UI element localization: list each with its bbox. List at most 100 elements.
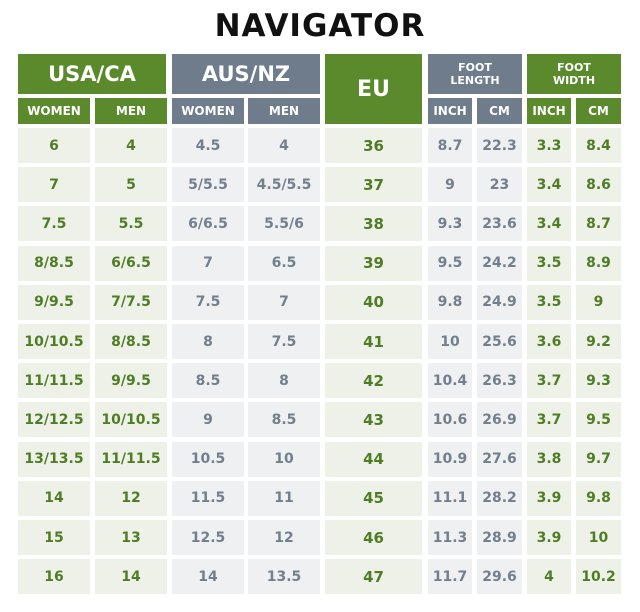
eu-cell: 38 — [325, 206, 422, 242]
aus-men-cell: 5.5/6 — [248, 206, 320, 242]
foot-width-cm-cell: 9.7 — [576, 441, 621, 477]
eu-cell: 47 — [325, 559, 422, 595]
foot-width-inch-cell: 3.3 — [527, 128, 571, 163]
foot-width-inch-cell: 3.9 — [527, 480, 571, 516]
foot-length-cm-cell: 28.2 — [477, 480, 522, 516]
eu-cell: 46 — [325, 520, 422, 555]
foot-width-inch-cell: 3.5 — [527, 284, 571, 320]
aus-men-cell: 6.5 — [248, 245, 320, 281]
foot-width-inch-cell: 3.7 — [527, 402, 571, 438]
usa-women-cell: 9/9.5 — [18, 284, 90, 320]
usa-women-cell: 7.5 — [18, 206, 90, 242]
foot-width-inch-cell: 3.5 — [527, 245, 571, 281]
foot-length-header: FOOT LENGTH — [428, 54, 522, 94]
foot-width-inch-cell: 3.6 — [527, 324, 571, 359]
aus-men-cell: 10 — [248, 441, 320, 477]
eu-cell: 44 — [325, 441, 422, 477]
foot-length-inch-cell: 11.7 — [428, 559, 472, 595]
eu-cell: 37 — [325, 167, 422, 203]
foot-length-cm-cell: 25.6 — [477, 324, 522, 359]
eu-cell: 40 — [325, 284, 422, 320]
foot-length-cm-cell: 26.9 — [477, 402, 522, 438]
foot-width-cm-cell: 9.2 — [576, 324, 621, 359]
aus-women-cell: 14 — [172, 559, 244, 595]
aus-men-cell: 11 — [248, 480, 320, 516]
foot-length-inch-cell: 9.8 — [428, 284, 472, 320]
usa-women-cell: 11/11.5 — [18, 363, 90, 399]
foot-length-inch-cell: 9.3 — [428, 206, 472, 242]
aus-women-cell: 9 — [172, 402, 244, 438]
eu-cell: 43 — [325, 402, 422, 438]
usa-men-cell: 7/7.5 — [95, 284, 167, 320]
aus-men-cell: 7 — [248, 284, 320, 320]
foot-width-inch-cell: 3.7 — [527, 363, 571, 399]
usa-women-cell: 15 — [18, 520, 90, 555]
foot-width-cm-cell: 10.2 — [576, 559, 621, 595]
foot-width-cm-cell: 8.6 — [576, 167, 621, 203]
foot-length-cm-header: CM — [477, 98, 522, 124]
foot-width-inch-cell: 4 — [527, 559, 571, 595]
usa-men-cell: 8/8.5 — [95, 324, 167, 359]
aus-women-cell: 12.5 — [172, 520, 244, 555]
aus-women-cell: 4.5 — [172, 128, 244, 163]
aus-women-cell: 11.5 — [172, 480, 244, 516]
aus-women-cell: 7.5 — [172, 284, 244, 320]
foot-width-cm-cell: 8.7 — [576, 206, 621, 242]
foot-width-cm-cell: 8.9 — [576, 245, 621, 281]
foot-length-inch-header: INCH — [428, 98, 472, 124]
foot-length-cm-cell: 23 — [477, 167, 522, 203]
foot-length-inch-cell: 10.9 — [428, 441, 472, 477]
chart-title: NAVIGATOR — [214, 8, 426, 44]
foot-length-cm-cell: 22.3 — [477, 128, 522, 163]
aus-women-cell: 8.5 — [172, 363, 244, 399]
eu-cell: 39 — [325, 245, 422, 281]
aus-nz-header: AUS/NZ — [172, 54, 320, 94]
foot-length-inch-cell: 10 — [428, 324, 472, 359]
usa-men-cell: 6/6.5 — [95, 245, 167, 281]
foot-width-cm-cell: 8.4 — [576, 128, 621, 163]
foot-length-inch-cell: 9.5 — [428, 245, 472, 281]
foot-width-header: FOOT WIDTH — [527, 54, 621, 94]
foot-width-inch-cell: 3.4 — [527, 206, 571, 242]
usa-men-cell: 5 — [95, 167, 167, 203]
usa-ca-header: USA/CA — [18, 54, 166, 94]
aus-men-cell: 13.5 — [248, 559, 320, 595]
usa-women-cell: 8/8.5 — [18, 245, 90, 281]
foot-length-inch-cell: 9 — [428, 167, 472, 203]
foot-length-inch-cell: 10.4 — [428, 363, 472, 399]
eu-cell: 36 — [325, 128, 422, 163]
usa-men-cell: 11/11.5 — [95, 441, 167, 477]
aus-men-cell: 8 — [248, 363, 320, 399]
eu-header: EU — [325, 54, 422, 124]
usa-women-cell: 12/12.5 — [18, 402, 90, 438]
usa-men-cell: 14 — [95, 559, 167, 595]
foot-width-inch-header: INCH — [527, 98, 571, 124]
aus-men-cell: 8.5 — [248, 402, 320, 438]
usa-men-cell: 5.5 — [95, 206, 167, 242]
usa-men-cell: 4 — [95, 128, 167, 163]
foot-length-cm-cell: 24.2 — [477, 245, 522, 281]
aus-men-cell: 12 — [248, 520, 320, 555]
aus-women-cell: 7 — [172, 245, 244, 281]
usa-women-header: WOMEN — [18, 98, 90, 124]
usa-men-cell: 13 — [95, 520, 167, 555]
aus-men-header: MEN — [248, 98, 320, 124]
foot-length-cm-cell: 27.6 — [477, 441, 522, 477]
eu-cell: 45 — [325, 480, 422, 516]
foot-width-cm-cell: 10 — [576, 520, 621, 555]
eu-cell: 42 — [325, 363, 422, 399]
usa-women-cell: 14 — [18, 480, 90, 516]
aus-women-cell: 5/5.5 — [172, 167, 244, 203]
foot-width-cm-cell: 9.3 — [576, 363, 621, 399]
foot-length-cm-cell: 24.9 — [477, 284, 522, 320]
foot-length-cm-cell: 26.3 — [477, 363, 522, 399]
foot-width-cm-cell: 9.5 — [576, 402, 621, 438]
usa-women-cell: 10/10.5 — [18, 324, 90, 359]
foot-width-cm-cell: 9.8 — [576, 480, 621, 516]
foot-width-inch-cell: 3.9 — [527, 520, 571, 555]
aus-women-header: WOMEN — [172, 98, 244, 124]
usa-men-cell: 9/9.5 — [95, 363, 167, 399]
foot-width-cm-cell: 9 — [576, 284, 621, 320]
eu-cell: 41 — [325, 324, 422, 359]
foot-length-cm-cell: 29.6 — [477, 559, 522, 595]
